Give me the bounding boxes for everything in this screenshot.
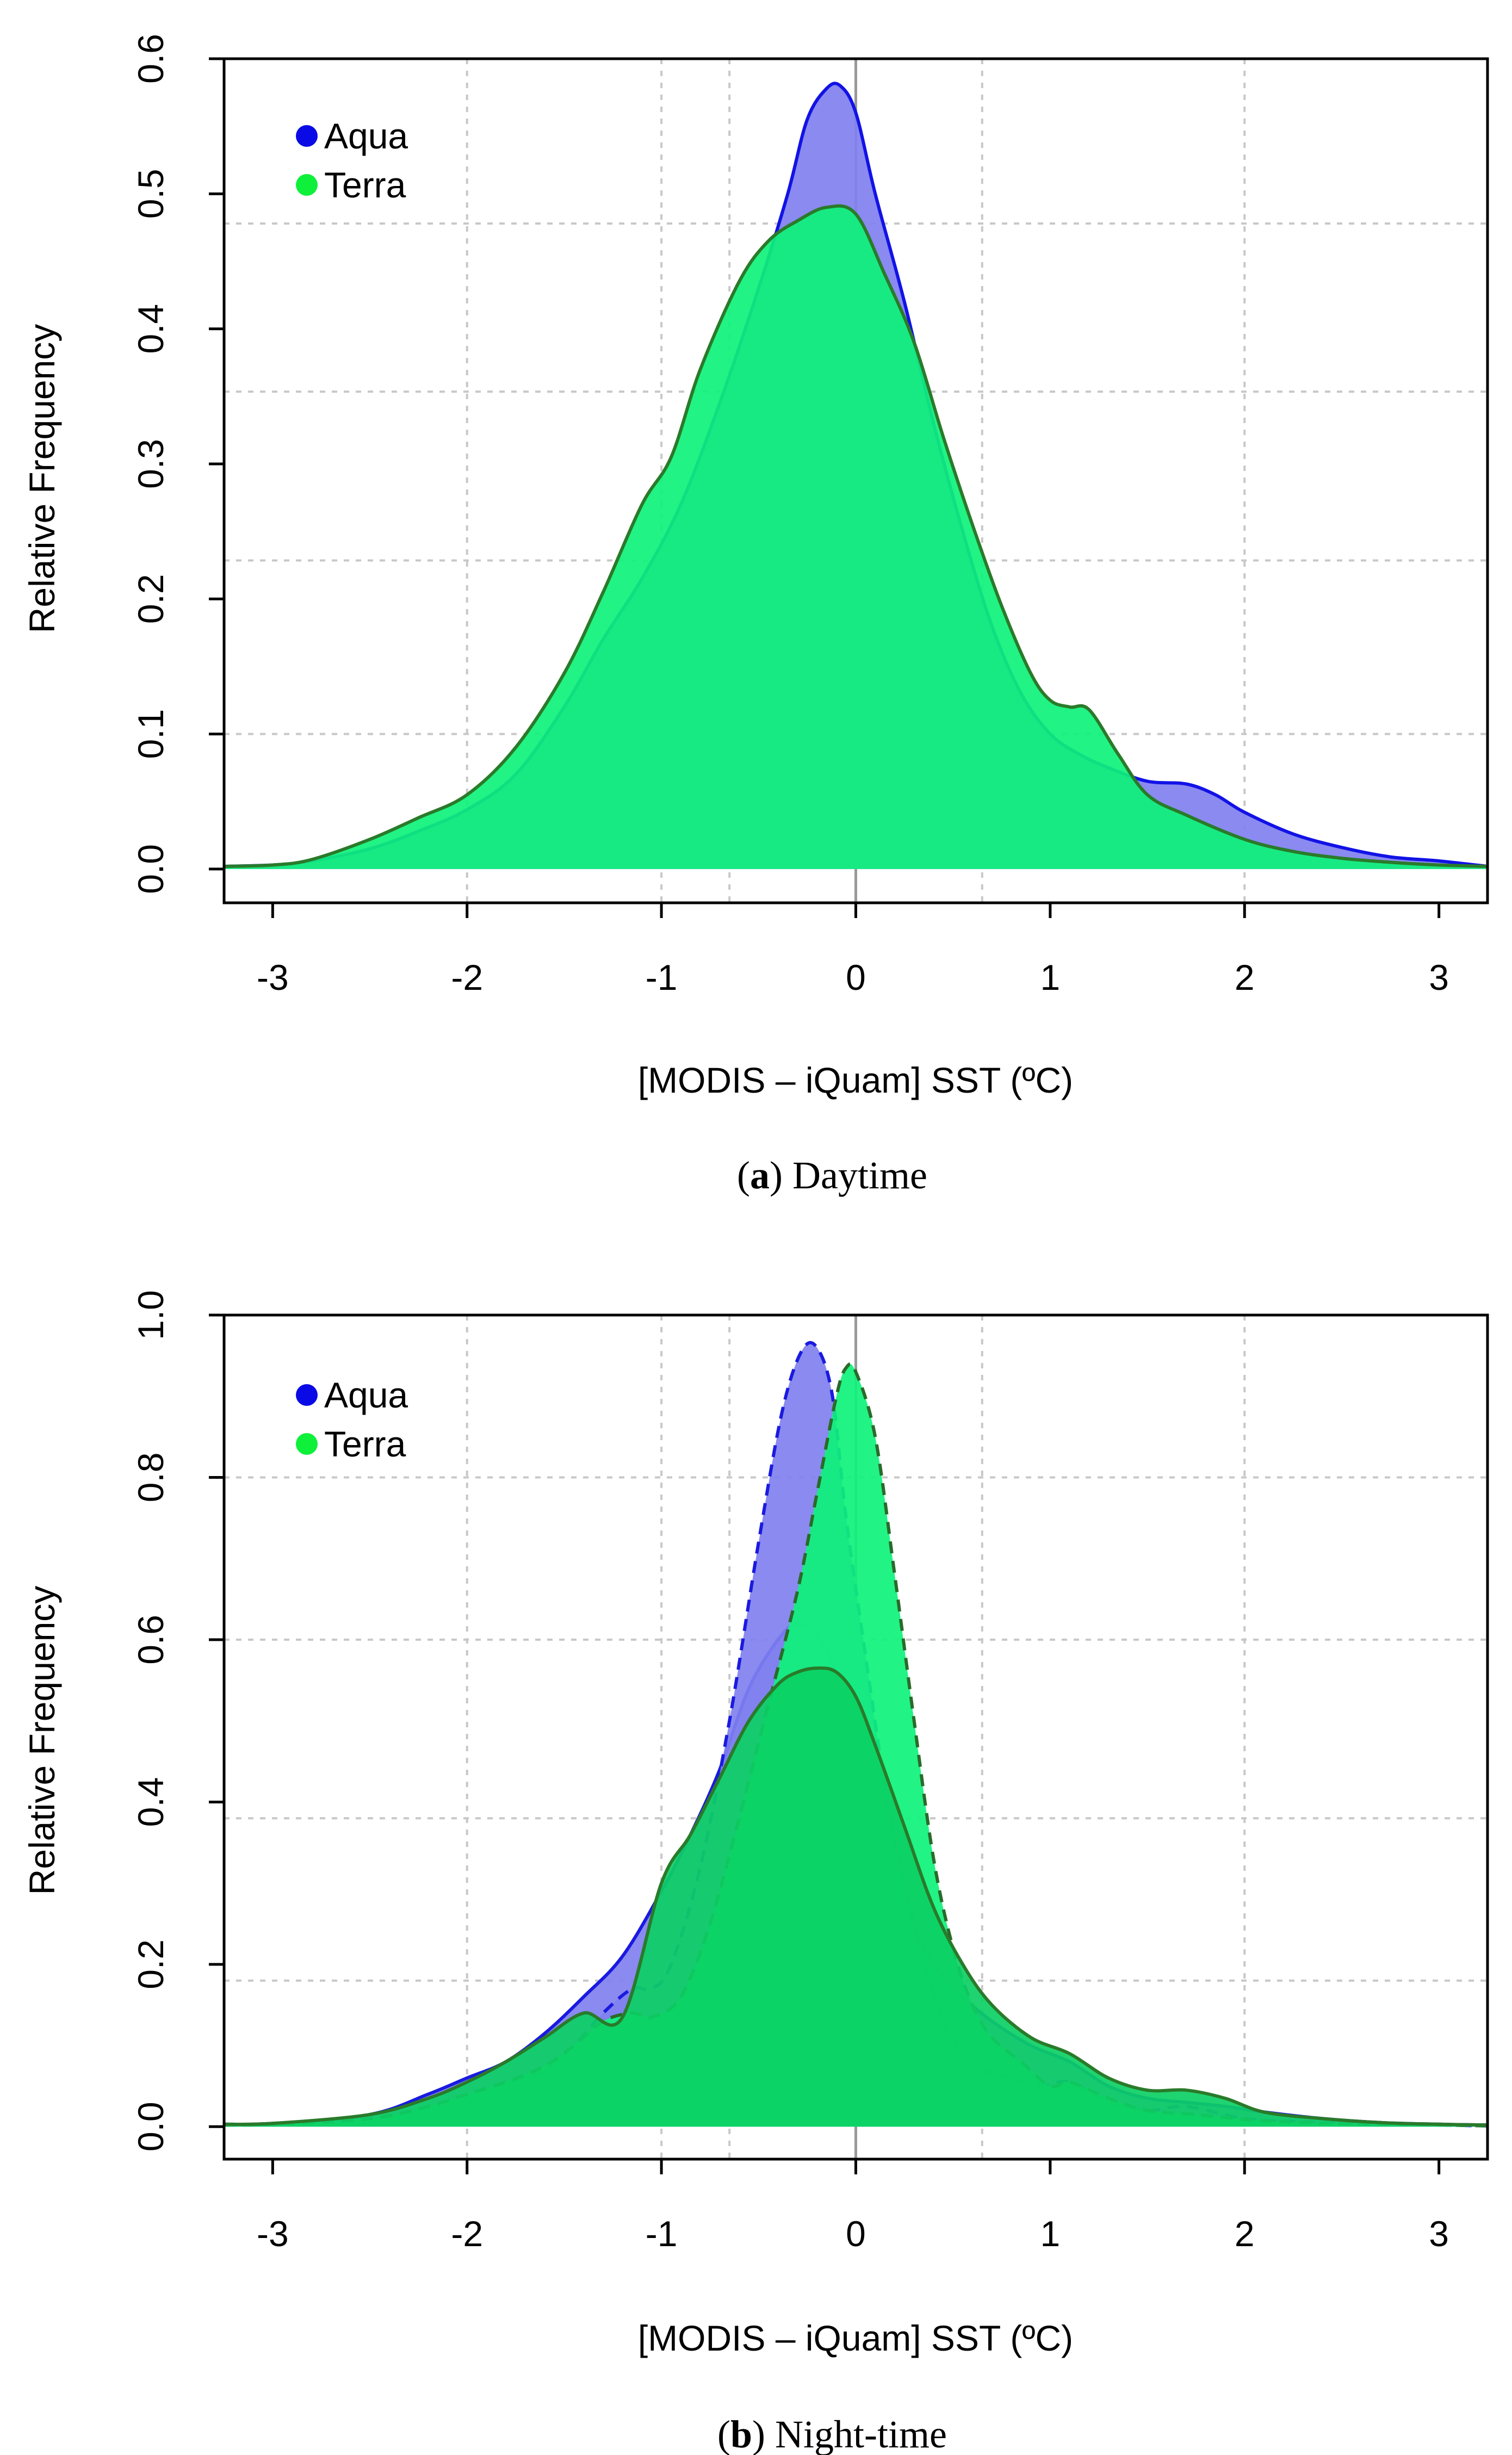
y-tick-label: 0.1 [131,709,171,759]
x-tick-label: 1 [1040,2214,1061,2254]
density-curve-terra-solid [224,1666,1488,2127]
axes-daytime: -3 -2 -1 0 1 2 3 0.0 0.1 0.2 0.3 0.4 0.5 0.6 [131,34,1489,997]
density-curve-terra [224,204,1488,868]
x-axis-label: [MODIS – iQuam] SST (ºC) [638,1060,1073,1100]
x-tick-label: 0 [846,2214,866,2254]
caption-label-a: a [750,1154,770,1197]
legend-daytime: Aqua Terra [296,116,408,205]
axes-night-time: -3 -2 -1 0 1 2 3 0.0 0.2 0.4 0.6 0.8 1.0 [131,1290,1489,2254]
y-tick-label: 1.0 [131,1290,171,1340]
x-tick-label: -2 [451,2214,483,2254]
series-daytime [224,82,1488,869]
legend-marker-aqua [296,125,318,147]
legend-label-terra: Terra [324,165,406,205]
y-tick-label: 0.6 [131,1615,171,1665]
series-night-time [224,1341,1488,2128]
legend-label-aqua: Aqua [324,116,408,156]
y-tick-label: 0.4 [131,1777,171,1827]
x-tick-label: 3 [1429,957,1449,997]
x-tick-label: -1 [646,957,678,997]
x-tick-label: 3 [1429,2214,1449,2254]
density-area-terra-solid [224,1668,1488,2127]
legend-marker-aqua [296,1384,318,1406]
caption-label-b: b [730,2413,752,2455]
x-tick-label: 2 [1235,2214,1255,2254]
x-tick-label: -3 [257,2214,289,2254]
legend-marker-terra [296,1433,318,1455]
y-tick-label: 0.6 [131,34,171,84]
x-tick-label: -2 [451,957,483,997]
y-tick-label: 0.0 [131,2101,171,2152]
x-tick-label: -3 [257,957,289,997]
caption-night-time: (b) Night-time [717,2413,947,2455]
y-tick-label: 0.2 [131,1939,171,1989]
y-tick-label: 0.8 [131,1453,171,1503]
panel-night-time: -3 -2 -1 0 1 2 3 0.0 0.2 0.4 0.6 0.8 1.0 Relative Fr… [22,1290,1489,2455]
caption-daytime: (a) Daytime [737,1154,927,1197]
x-tick-label: 2 [1235,957,1255,997]
y-tick-label: 0.2 [131,574,171,624]
x-tick-label: -1 [646,2214,678,2254]
x-axis-label: [MODIS – iQuam] SST (ºC) [638,2318,1073,2358]
caption-text-a: Daytime [792,1154,927,1197]
y-tick-label: 0.4 [131,304,171,354]
panel-daytime: -3 -2 -1 0 1 2 3 0.0 0.1 0.2 0.3 0.4 0.5 0.6 Relative… [22,34,1489,1197]
x-tick-label: 1 [1040,957,1061,997]
caption-text-b: Night-time [775,2413,947,2455]
y-axis-label: Relative Frequency [22,1586,62,1895]
y-axis-label: Relative Frequency [22,324,62,634]
legend-label-aqua: Aqua [324,1375,408,1415]
x-tick-label: 0 [846,957,866,997]
y-tick-label: 0.5 [131,169,171,219]
legend-marker-terra [296,174,318,196]
legend-night-time: Aqua Terra [296,1375,408,1464]
y-tick-label: 0.0 [131,844,171,894]
density-area-terra [224,206,1488,869]
y-tick-label: 0.3 [131,439,171,489]
legend-label-terra: Terra [324,1424,406,1464]
